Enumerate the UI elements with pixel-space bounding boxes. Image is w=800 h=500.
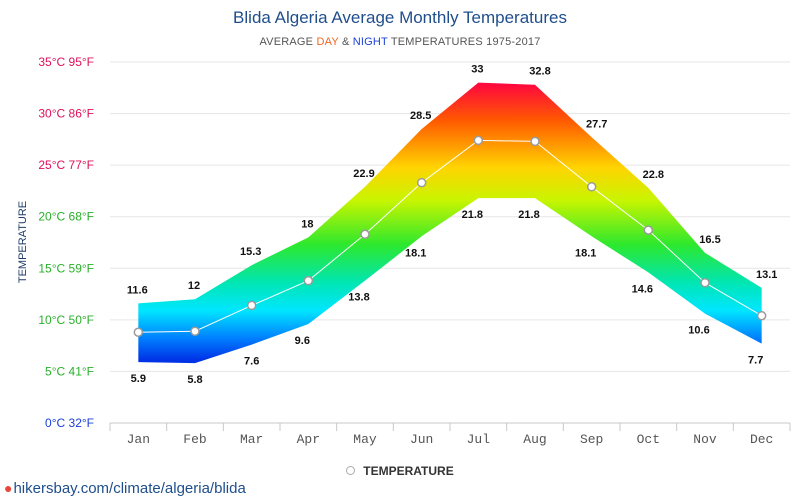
x-tick-label: Jan	[127, 432, 150, 447]
x-tick-label: Oct	[637, 432, 660, 447]
night-value-label: 21.8	[462, 209, 483, 221]
day-value-label: 27.7	[586, 118, 607, 130]
x-axis: Jan Feb Mar Apr May Jun Jul Aug Sep Oct Nov Dec	[109, 422, 791, 447]
day-night-band	[138, 82, 762, 364]
average-point	[246, 300, 257, 311]
data-labels: 11.6 12 15.3 18 22.9 28.5 33 32.8 27.7 22.8 16.5 13…	[127, 64, 777, 387]
night-value-label: 14.6	[632, 283, 653, 295]
y-axis-ticks: 0°C 32°F 5°C 41°F 10°C 50°F 15°C 59°F 20°C 6…	[38, 55, 94, 430]
subtitle-prefix: AVERAGE	[259, 36, 317, 48]
night-value-label: 7.7	[748, 355, 763, 367]
night-value-label: 5.8	[187, 374, 202, 386]
day-value-label: 12	[188, 280, 200, 292]
y-tick-label: 5°C 41°F	[45, 364, 94, 378]
map-pin-icon: ●	[4, 480, 13, 496]
chart-subtitle: AVERAGE DAY & NIGHT TEMPERATURES 1975-20…	[0, 36, 800, 48]
average-point	[133, 327, 144, 337]
day-value-label: 15.3	[240, 246, 261, 258]
day-value-label: 18	[301, 218, 313, 230]
y-tick-label: 0°C 32°F	[45, 416, 94, 430]
day-value-label: 11.6	[127, 284, 148, 296]
average-point	[360, 229, 370, 239]
average-point	[700, 277, 710, 288]
average-point	[756, 310, 767, 321]
average-line	[138, 139, 762, 333]
night-value-label: 21.8	[518, 209, 539, 221]
day-value-label: 16.5	[699, 234, 720, 246]
y-tick-label: 10°C 50°F	[38, 313, 94, 327]
source-text: hikersbay.com/climate/algeria/blida	[13, 480, 246, 497]
day-value-label: 32.8	[529, 66, 550, 78]
night-value-label: 7.6	[244, 356, 259, 368]
average-point	[473, 135, 484, 146]
night-value-label: 18.1	[405, 247, 426, 259]
temperature-chart: 0°C 32°F 5°C 41°F 10°C 50°F 15°C 59°F 20°C 6…	[17, 55, 791, 447]
x-tick-label: Jul	[467, 432, 491, 447]
subtitle-amp: &	[338, 36, 353, 48]
x-tick-label: May	[353, 432, 377, 447]
day-value-label: 28.5	[410, 110, 431, 122]
x-tick-label: Aug	[523, 432, 546, 447]
day-value-label: 33	[471, 64, 483, 76]
x-tick-label: Dec	[750, 432, 773, 447]
day-value-label: 13.1	[756, 269, 777, 281]
y-tick-label: 20°C 68°F	[38, 210, 94, 224]
night-value-label: 10.6	[688, 325, 709, 337]
average-point	[586, 182, 597, 192]
night-value-label: 5.9	[131, 373, 146, 385]
average-series	[133, 135, 767, 337]
y-tick-label: 35°C 95°F	[38, 55, 94, 69]
night-value-label: 18.1	[575, 247, 596, 259]
x-tick-label: Mar	[240, 432, 263, 447]
day-value-label: 22.9	[353, 168, 374, 180]
source-link[interactable]: ●hikersbay.com/climate/algeria/blida	[4, 480, 246, 497]
x-tick-label: Nov	[693, 432, 717, 447]
average-point	[643, 225, 654, 235]
x-tick-label: Jun	[410, 432, 433, 447]
subtitle-day: DAY	[316, 36, 339, 48]
x-tick-label: Sep	[580, 432, 603, 447]
average-point	[303, 275, 314, 286]
legend-marker-icon	[346, 466, 356, 476]
subtitle-night: NIGHT	[352, 36, 388, 48]
y-tick-label: 30°C 86°F	[38, 107, 94, 121]
subtitle-suffix: TEMPERATURES 1975-2017	[387, 36, 541, 48]
x-tick-label: Apr	[297, 432, 320, 447]
night-value-label: 9.6	[295, 335, 310, 347]
y-tick-label: 15°C 59°F	[38, 261, 94, 275]
chart-legend[interactable]: TEMPERATURE	[0, 464, 800, 478]
average-point	[530, 136, 540, 147]
chart-title: Blida Algeria Average Monthly Temperatur…	[233, 8, 567, 27]
day-value-label: 22.8	[643, 169, 664, 181]
temperature-band	[138, 82, 762, 364]
night-value-label: 13.8	[348, 292, 369, 304]
legend-label: TEMPERATURE	[363, 464, 454, 478]
average-point	[190, 326, 200, 336]
y-tick-label: 25°C 77°F	[38, 158, 94, 172]
x-tick-label: Feb	[183, 432, 206, 447]
y-axis-label: TEMPERATURE	[17, 201, 29, 283]
average-point	[416, 177, 427, 188]
